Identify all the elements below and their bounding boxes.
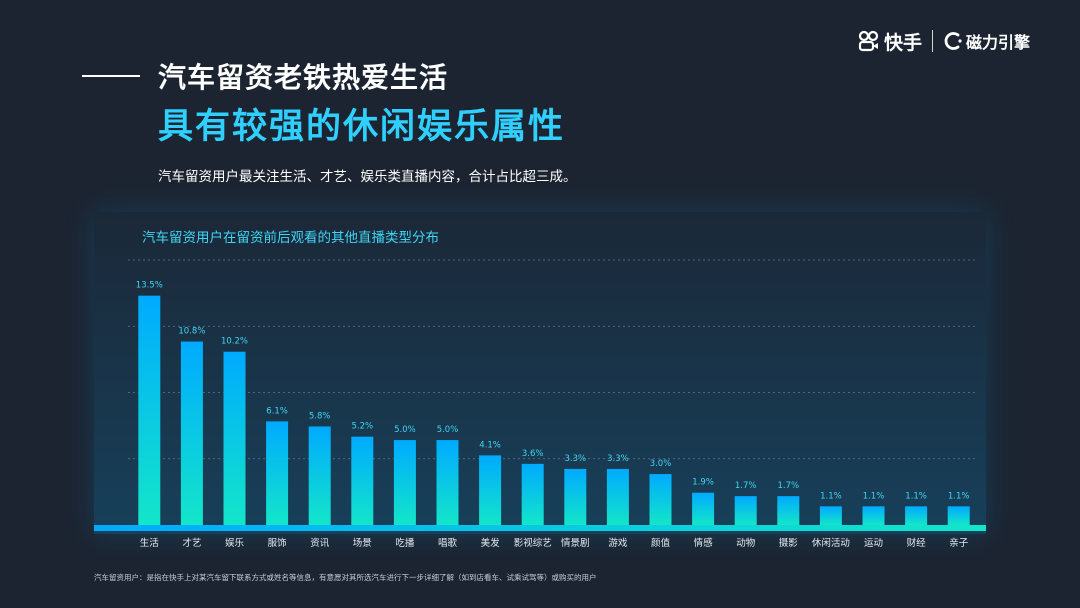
value-label-11: 3.3% — [607, 454, 629, 464]
footnote: 汽车留资用户：是指在快手上对某汽车留下联系方式或姓名等信息，有意愿对其所选汽车进… — [94, 573, 597, 582]
brand-logo: 快手 磁力引擎 — [858, 28, 1030, 54]
bar-9 — [521, 463, 544, 525]
page-subtitle: 汽车留资用户最关注生活、才艺、娱乐类直播内容，合计占比超三成。 — [158, 169, 577, 185]
category-label-6: 吃播 — [395, 537, 415, 549]
category-label-8: 美发 — [481, 537, 501, 549]
category-label-10: 情景剧 — [561, 537, 590, 549]
bar-2 — [223, 351, 246, 525]
category-label-12: 颜值 — [651, 537, 671, 549]
category-label-15: 摄影 — [779, 537, 799, 549]
bar-4 — [308, 426, 331, 525]
value-label-18: 1.1% — [905, 491, 927, 501]
bar-5 — [351, 436, 374, 525]
kuaishou-logo-icon — [858, 30, 879, 52]
category-label-16: 休闲活动 — [812, 537, 850, 549]
value-label-3: 6.1% — [266, 406, 288, 416]
value-label-0: 13.5% — [136, 281, 163, 291]
bar-13 — [692, 492, 715, 525]
title-dash — [82, 75, 140, 77]
bar-7 — [436, 440, 459, 525]
logo-divider — [932, 30, 934, 52]
bar-3 — [266, 421, 289, 525]
value-label-6: 5.0% — [394, 425, 416, 435]
value-label-17: 1.1% — [863, 491, 885, 501]
category-label-11: 游戏 — [608, 537, 628, 549]
category-label-5: 场景 — [353, 538, 372, 549]
value-label-13: 1.9% — [692, 478, 714, 488]
page-headline: 具有较强的休闲娱乐属性 — [158, 107, 566, 147]
bar-18 — [905, 506, 928, 525]
category-label-18: 财经 — [907, 537, 927, 549]
category-label-14: 动物 — [736, 537, 756, 549]
category-label-0: 生活 — [140, 537, 160, 549]
cili-engine-brand-text: 磁力引擎 — [966, 33, 1031, 52]
cili-engine-logo-icon — [944, 32, 962, 50]
bar-6 — [393, 440, 416, 525]
bar-10 — [564, 468, 587, 525]
bar-0 — [138, 295, 161, 525]
value-label-12: 3.0% — [650, 459, 672, 469]
value-label-2: 10.2% — [221, 337, 248, 347]
bar-11 — [606, 468, 629, 525]
x-axis-baseline — [94, 525, 986, 531]
value-label-7: 5.0% — [437, 425, 459, 435]
value-label-14: 1.7% — [735, 481, 757, 491]
category-label-2: 娱乐 — [225, 537, 245, 549]
category-label-13: 情感 — [694, 537, 714, 549]
bar-8 — [479, 455, 502, 525]
value-label-15: 1.7% — [777, 481, 799, 491]
value-label-9: 3.6% — [522, 449, 544, 459]
page-title: 汽车留资老铁热爱生活 — [158, 61, 449, 94]
bar-15 — [777, 496, 800, 525]
category-label-9: 影视综艺 — [514, 537, 552, 549]
bar-17 — [862, 506, 885, 525]
value-label-16: 1.1% — [820, 491, 842, 501]
chart-title: 汽车留资用户在留资前后观看的其他直播类型分布 — [142, 230, 439, 246]
value-label-10: 3.3% — [564, 454, 586, 464]
category-label-4: 资讯 — [310, 538, 330, 549]
bar-16 — [819, 506, 842, 525]
category-label-1: 才艺 — [182, 537, 201, 549]
category-label-7: 唱歌 — [438, 537, 458, 549]
value-label-5: 5.2% — [351, 422, 373, 432]
bar-19 — [947, 506, 970, 525]
category-label-3: 服饰 — [268, 537, 287, 549]
category-label-19: 亲子 — [949, 537, 969, 549]
kuaishou-brand-text: 快手 — [884, 31, 923, 54]
bar-14 — [734, 496, 757, 525]
value-label-1: 10.8% — [178, 327, 205, 337]
bar-1 — [180, 341, 203, 525]
value-label-8: 4.1% — [479, 440, 501, 450]
value-label-19: 1.1% — [948, 491, 970, 501]
value-label-4: 5.8% — [309, 411, 331, 421]
bar-12 — [649, 474, 672, 525]
category-label-17: 运动 — [864, 538, 883, 549]
